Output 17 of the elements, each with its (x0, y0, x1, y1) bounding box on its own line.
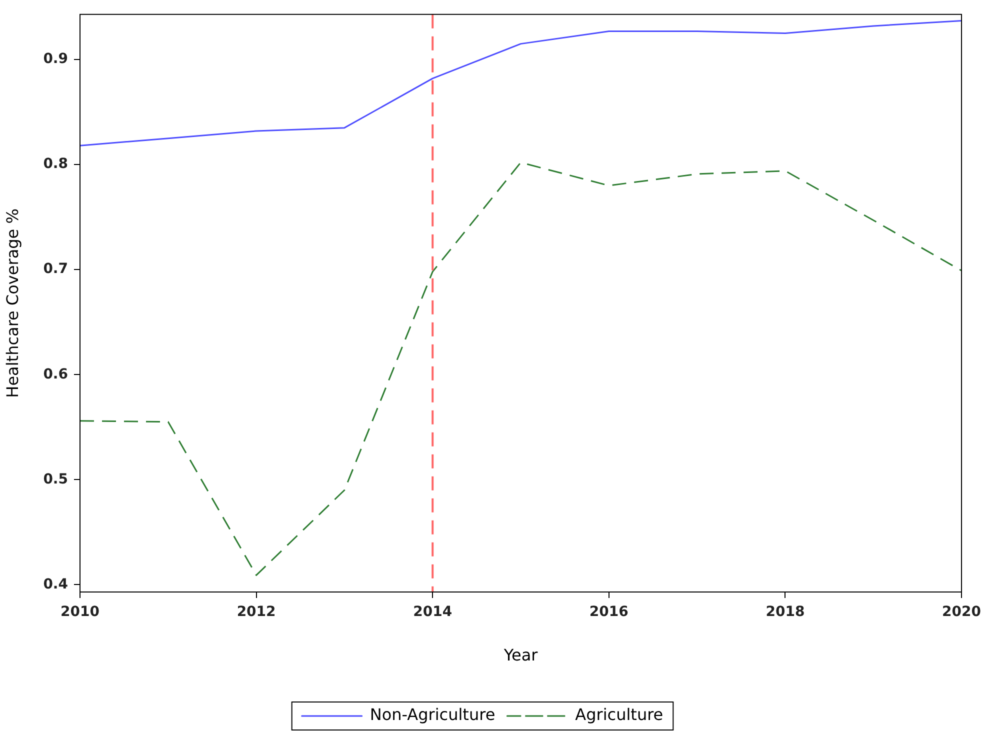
x-tick-label: 2020 (942, 604, 982, 620)
x-tick-label: 2012 (236, 604, 276, 620)
y-tick-label: 0.7 (43, 261, 68, 278)
legend-label: Agriculture (575, 705, 664, 724)
y-tick-label: 0.5 (43, 471, 68, 488)
y-tick-label: 0.6 (43, 366, 68, 382)
x-tick-label: 2014 (413, 604, 452, 620)
y-tick-label: 0.9 (43, 51, 68, 68)
x-tick-label: 2018 (766, 604, 805, 620)
legend-label: Non-Agriculture (370, 705, 496, 724)
x-axis-title: Year (502, 646, 538, 665)
y-tick-label: 0.8 (43, 156, 68, 172)
y-tick-label: 0.4 (43, 576, 68, 592)
line-series (80, 162, 962, 576)
y-axis-title: Healthcare Coverage % (2, 208, 22, 398)
x-tick-label: 2010 (60, 604, 100, 620)
x-tick-label: 2016 (589, 604, 628, 620)
